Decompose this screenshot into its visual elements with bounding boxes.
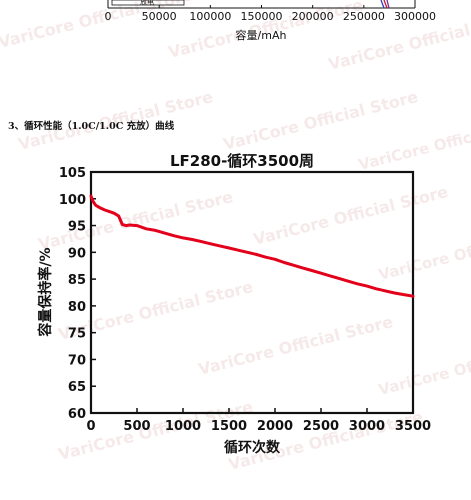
top-chart-x-ticks: 0 50000 100000 150000 200000 250000 300000 (105, 5, 436, 23)
y-tick-label: 95 (68, 220, 86, 235)
x-tick-label: 1000 (165, 419, 201, 434)
top-x-tick-label: 150000 (241, 10, 283, 23)
top-chart-x-axis-label: 容量/mAh (236, 28, 287, 42)
top-chart: 放电 0 50000 100000 150000 200000 250000 300000 … (105, 0, 436, 42)
watermark: VariCore Official Store (221, 87, 420, 154)
watermark-layer: VariCore Official Store VariCore Officia… (0, 0, 471, 474)
series-line-capacity-retention (89, 194, 415, 298)
top-chart-legend-box (111, 0, 185, 6)
watermark: VariCore Official Store (377, 336, 471, 399)
x-tick-label: 1500 (211, 419, 247, 434)
watermark: VariCore Official Store (196, 312, 395, 379)
main-chart: LF280-循环3500周 60 65 70 75 80 85 90 95 100 105 0 50… (37, 152, 431, 456)
y-tick-label: 60 (68, 407, 86, 422)
y-tick-label: 80 (68, 300, 86, 315)
x-tick-label: 0 (86, 419, 95, 434)
y-tick-label: 105 (59, 166, 86, 181)
y-axis-ticks: 60 65 70 75 80 85 90 95 100 105 (59, 166, 96, 422)
top-x-tick-label: 250000 (343, 10, 385, 23)
plot-area-frame (89, 170, 415, 415)
y-tick-label: 100 (59, 193, 86, 208)
x-axis-label: 循环次数 (224, 439, 281, 456)
top-chart-lines (380, 0, 390, 9)
x-tick-label: 3500 (395, 419, 431, 434)
top-x-tick-label: 50000 (142, 10, 177, 23)
watermark: VariCore Official Store (56, 277, 255, 344)
top-x-tick-label: 200000 (292, 10, 334, 23)
y-tick-label: 75 (68, 327, 86, 342)
y-tick-label: 70 (68, 353, 86, 368)
section-heading: 3、循环性能（1.0C/1.0C 充放）曲线 (8, 120, 175, 132)
top-chart-legend-text: 放电 (140, 0, 154, 6)
x-tick-label: 3000 (349, 419, 385, 434)
chart-title: LF280-循环3500周 (170, 152, 314, 170)
y-tick-label: 85 (68, 273, 86, 288)
y-axis-label: 容量保持率/% (37, 247, 54, 337)
x-axis-ticks: 0 500 1000 1500 2000 2500 3000 3500 (86, 408, 431, 434)
top-series-line (386, 0, 390, 9)
x-tick-label: 2000 (257, 419, 293, 434)
watermark: VariCore Official Store (251, 182, 450, 249)
y-tick-label: 65 (68, 380, 86, 395)
watermark: VariCore Official Store (357, 111, 471, 174)
x-tick-label: 500 (123, 419, 150, 434)
watermark: VariCore Official Store (377, 221, 471, 284)
top-x-tick-label: 100000 (189, 10, 231, 23)
top-series-line (380, 0, 385, 9)
y-tick-label: 90 (68, 246, 86, 261)
top-x-tick-label: 300000 (394, 10, 436, 23)
top-series-line (383, 0, 388, 9)
x-tick-label: 2500 (303, 419, 339, 434)
top-x-tick-label: 0 (105, 10, 112, 23)
